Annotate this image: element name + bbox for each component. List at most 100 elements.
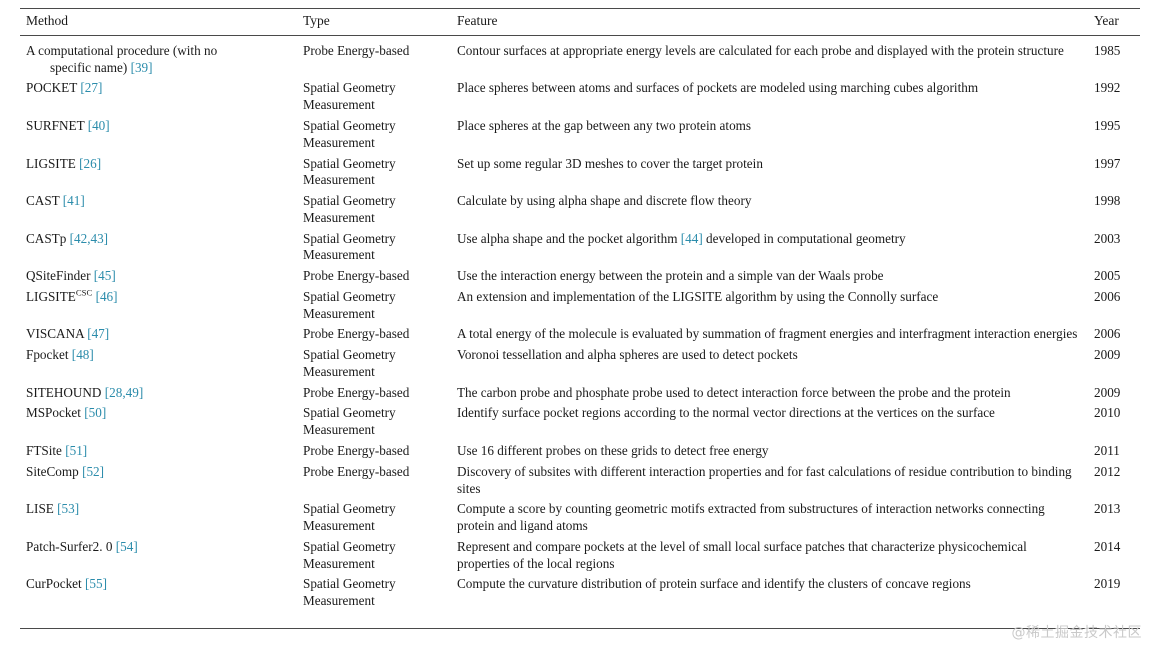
cell-feature: Set up some regular 3D meshes to cover t… xyxy=(457,155,763,171)
column-header-type: Type xyxy=(297,8,451,36)
table-row: MSPocket [50] Spatial Geometry Measurement… xyxy=(20,403,1140,441)
type-line-2: Measurement xyxy=(303,134,375,150)
type-line-2: Measurement xyxy=(303,422,375,438)
table-row: Fpocket [48] Spatial Geometry Measurement V… xyxy=(20,345,1140,383)
cell-year: 2006 xyxy=(1094,326,1121,342)
reference-link[interactable]: [40] xyxy=(87,117,110,133)
cell-year: 1998 xyxy=(1094,193,1121,209)
type-line-2: Measurement xyxy=(303,247,375,263)
method-name: SITEHOUND xyxy=(26,384,102,400)
reference-link[interactable]: [41] xyxy=(62,193,85,209)
cell-method: CAST [41] xyxy=(20,191,297,229)
reference-link[interactable]: [44] xyxy=(680,230,703,246)
cell-year: 2019 xyxy=(1094,576,1121,592)
table-row: FTSite [51] Probe Energy-based Use 16 diff… xyxy=(20,441,1140,462)
type-line-1: Spatial Geometry xyxy=(303,405,396,421)
cell-method: SITEHOUND [28,49] xyxy=(20,383,297,404)
reference-link[interactable]: [39] xyxy=(130,59,153,75)
table-row: CAST [41] Spatial Geometry Measurement Calc… xyxy=(20,191,1140,229)
cell-feature: A total energy of the molecule is evalua… xyxy=(457,326,1078,342)
type-line-2: Measurement xyxy=(303,593,375,609)
cell-year: 2009 xyxy=(1094,347,1121,363)
type-line-1: Spatial Geometry xyxy=(303,80,396,96)
reference-link[interactable]: [27] xyxy=(80,80,103,96)
method-name-continuation: specific name) [39] xyxy=(50,59,153,75)
method-name: SiteComp xyxy=(26,463,79,479)
cell-year: 1997 xyxy=(1094,155,1121,171)
method-name: LIGSITE xyxy=(26,288,76,304)
cell-year: 1985 xyxy=(1094,42,1121,58)
methods-table: Method Type Feature Year A computational… xyxy=(20,8,1140,619)
method-name: LIGSITE xyxy=(26,155,76,171)
cell-type: Probe Energy-based xyxy=(303,268,410,284)
reference-link[interactable]: [28,49] xyxy=(104,384,144,400)
table-row: POCKET [27] Spatial Geometry Measurement Pl… xyxy=(20,78,1140,116)
type-line-1: Spatial Geometry xyxy=(303,193,396,209)
reference-link[interactable]: [55] xyxy=(84,576,107,592)
reference-link[interactable]: [48] xyxy=(71,347,94,363)
table-row: CASTp [42,43] Spatial Geometry Measurement… xyxy=(20,229,1140,267)
type-line-2: Measurement xyxy=(303,209,375,225)
reference-link[interactable]: [42,43] xyxy=(69,230,109,246)
type-line-2: Measurement xyxy=(303,518,375,534)
column-header-year: Year xyxy=(1088,8,1140,36)
type-line-1: Spatial Geometry xyxy=(303,347,396,363)
cell-type: Spatial Geometry Measurement xyxy=(297,78,451,116)
cell-method: LIGSITE [26] xyxy=(20,154,297,192)
reference-link[interactable]: [54] xyxy=(115,538,138,554)
cell-method: LIGSITECSC [46] xyxy=(20,287,297,325)
type-line-1: Spatial Geometry xyxy=(303,288,396,304)
type-line-1: Spatial Geometry xyxy=(303,538,396,554)
cell-method: SURFNET [40] xyxy=(20,116,297,154)
cell-type: Probe Energy-based xyxy=(303,443,410,458)
table-row: Patch-Surfer2. 0 [54] Spatial Geometry Mea… xyxy=(20,537,1140,575)
type-line-1: Spatial Geometry xyxy=(303,230,396,246)
cell-year: 2012 xyxy=(1094,463,1121,479)
table-row: SITEHOUND [28,49] Probe Energy-based The c… xyxy=(20,383,1140,404)
cell-method: CurPocket [55] xyxy=(20,574,297,619)
reference-link[interactable]: [52] xyxy=(82,463,105,479)
cell-feature: The carbon probe and phosphate probe use… xyxy=(457,384,1011,400)
method-name: VISCANA xyxy=(26,326,84,342)
cell-year: 2013 xyxy=(1094,501,1121,517)
cell-type: Spatial Geometry Measurement xyxy=(297,345,451,383)
cell-feature: Compute the curvature distribution of pr… xyxy=(457,576,971,592)
cell-type: Probe Energy-based xyxy=(303,384,410,400)
cell-method: Fpocket [48] xyxy=(20,345,297,383)
cell-feature: Use 16 different probes on these grids t… xyxy=(457,443,769,458)
method-name: LISE xyxy=(26,501,54,517)
table-body: A computational procedure (with no specif… xyxy=(20,35,1140,618)
reference-link[interactable]: [50] xyxy=(84,405,107,421)
table-row: SiteComp [52] Probe Energy-based Discovery… xyxy=(20,462,1140,500)
watermark: @稀土掘金技术社区 xyxy=(1011,625,1142,641)
cell-method: LISE [53] xyxy=(20,499,297,537)
reference-link[interactable]: [51] xyxy=(65,443,88,458)
cell-method: A computational procedure (with no specif… xyxy=(20,35,297,78)
table-header-row: Method Type Feature Year xyxy=(20,8,1140,36)
reference-link[interactable]: [47] xyxy=(87,326,110,342)
reference-link[interactable]: [46] xyxy=(95,288,118,304)
cell-feature: Calculate by using alpha shape and discr… xyxy=(457,193,752,209)
cell-feature: An extension and implementation of the L… xyxy=(457,288,939,304)
cell-year: 2010 xyxy=(1094,405,1121,421)
reference-link[interactable]: [45] xyxy=(93,268,116,284)
reference-link[interactable]: [53] xyxy=(57,501,80,517)
method-name: SURFNET xyxy=(26,117,85,133)
cell-year: 1995 xyxy=(1094,117,1121,133)
cell-feature: Place spheres between atoms and surfaces… xyxy=(457,80,979,96)
method-name: Patch-Surfer2. 0 xyxy=(26,538,113,554)
cell-method: MSPocket [50] xyxy=(20,403,297,441)
cell-method: POCKET [27] xyxy=(20,78,297,116)
cell-year: 2006 xyxy=(1094,288,1121,304)
table-row: VISCANA [47] Probe Energy-based A total en… xyxy=(20,324,1140,345)
table-row: CurPocket [55] Spatial Geometry Measuremen… xyxy=(20,574,1140,619)
cell-type: Spatial Geometry Measurement xyxy=(297,287,451,325)
cell-feature: Use alpha shape and the pocket algorithm… xyxy=(457,230,906,246)
cell-feature: Represent and compare pockets at the lev… xyxy=(457,538,1027,571)
cell-feature: Voronoi tessellation and alpha spheres a… xyxy=(457,347,798,363)
cell-method: CASTp [42,43] xyxy=(20,229,297,267)
cell-method: VISCANA [47] xyxy=(20,324,297,345)
method-name: Fpocket xyxy=(26,347,69,363)
type-line-2: Measurement xyxy=(303,555,375,571)
reference-link[interactable]: [26] xyxy=(79,155,102,171)
